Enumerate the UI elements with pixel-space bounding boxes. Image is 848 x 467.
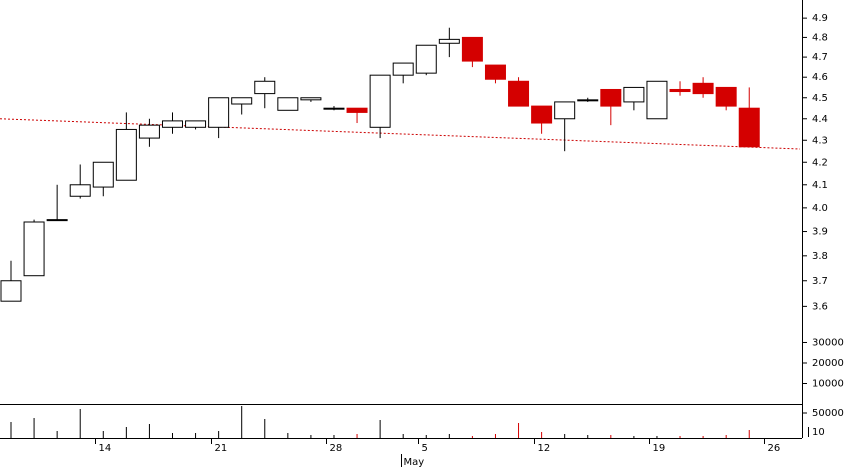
y-tick-label: 3.9 bbox=[812, 227, 828, 238]
y-tick-label: 4.3 bbox=[812, 135, 828, 146]
candle-body bbox=[461, 36, 483, 62]
candle-body bbox=[300, 97, 322, 101]
candle-body bbox=[600, 88, 622, 107]
candle-body bbox=[231, 97, 253, 105]
x-tick-label: 5 bbox=[422, 443, 428, 454]
x-tick-label: 21 bbox=[215, 443, 228, 454]
candle-body bbox=[531, 105, 553, 124]
candle-body bbox=[669, 88, 691, 93]
y-tick-label: 4.1 bbox=[812, 180, 828, 191]
candle-body bbox=[484, 64, 506, 80]
x-tick-label: 12 bbox=[538, 443, 551, 454]
volume-tick-label: 50000 bbox=[812, 408, 844, 419]
candle-body bbox=[346, 107, 368, 113]
x-tick-label: 28 bbox=[330, 443, 343, 454]
y-tick-label: 4.4 bbox=[812, 114, 828, 125]
y-tick-label: 3.6 bbox=[812, 301, 828, 312]
candle-body bbox=[715, 86, 737, 107]
volume-scale-label: 10 bbox=[812, 427, 825, 438]
y-tick-label: 4.8 bbox=[812, 32, 828, 43]
candle-body bbox=[508, 80, 530, 107]
month-label: May bbox=[404, 457, 425, 467]
candle-body bbox=[254, 80, 276, 95]
candle-body bbox=[115, 128, 137, 181]
candle-body bbox=[623, 86, 645, 103]
candle-body bbox=[138, 124, 160, 139]
candle-body bbox=[277, 97, 299, 111]
candle-body bbox=[577, 99, 599, 102]
x-tick-label: 14 bbox=[99, 443, 112, 454]
candle-body bbox=[323, 107, 345, 110]
y-tick-label: 4.0 bbox=[812, 203, 828, 214]
y2-tick-label: 10000 bbox=[812, 378, 844, 389]
y-tick-label: 4.2 bbox=[812, 157, 828, 168]
candle-body bbox=[646, 80, 668, 120]
y2-tick-label: 20000 bbox=[812, 358, 844, 369]
candle-body bbox=[161, 120, 183, 128]
candle-body bbox=[369, 74, 391, 128]
y-tick-label: 4.7 bbox=[812, 52, 828, 63]
candle-body bbox=[392, 62, 414, 76]
x-tick-label: 19 bbox=[653, 443, 666, 454]
candle-body bbox=[738, 107, 760, 148]
y-tick-label: 4.9 bbox=[812, 13, 828, 24]
candle-body bbox=[69, 184, 91, 197]
candle-body bbox=[554, 101, 576, 120]
trendline bbox=[0, 118, 801, 150]
candle-body bbox=[46, 219, 68, 222]
x-tick-label: 26 bbox=[768, 443, 781, 454]
candle-body bbox=[92, 161, 114, 188]
y2-tick-label: 30000 bbox=[812, 337, 844, 348]
candle-body bbox=[208, 97, 230, 128]
candle-body bbox=[415, 44, 437, 74]
y-tick-label: 3.8 bbox=[812, 251, 828, 262]
y-tick-label: 3.7 bbox=[812, 276, 828, 287]
y-tick-label: 4.5 bbox=[812, 93, 828, 104]
candle-body bbox=[0, 280, 22, 302]
candle-body bbox=[438, 38, 460, 44]
y-tick-label: 4.6 bbox=[812, 72, 828, 83]
candle-body bbox=[692, 82, 714, 95]
candle-body bbox=[23, 221, 45, 277]
candle-body bbox=[185, 120, 207, 128]
